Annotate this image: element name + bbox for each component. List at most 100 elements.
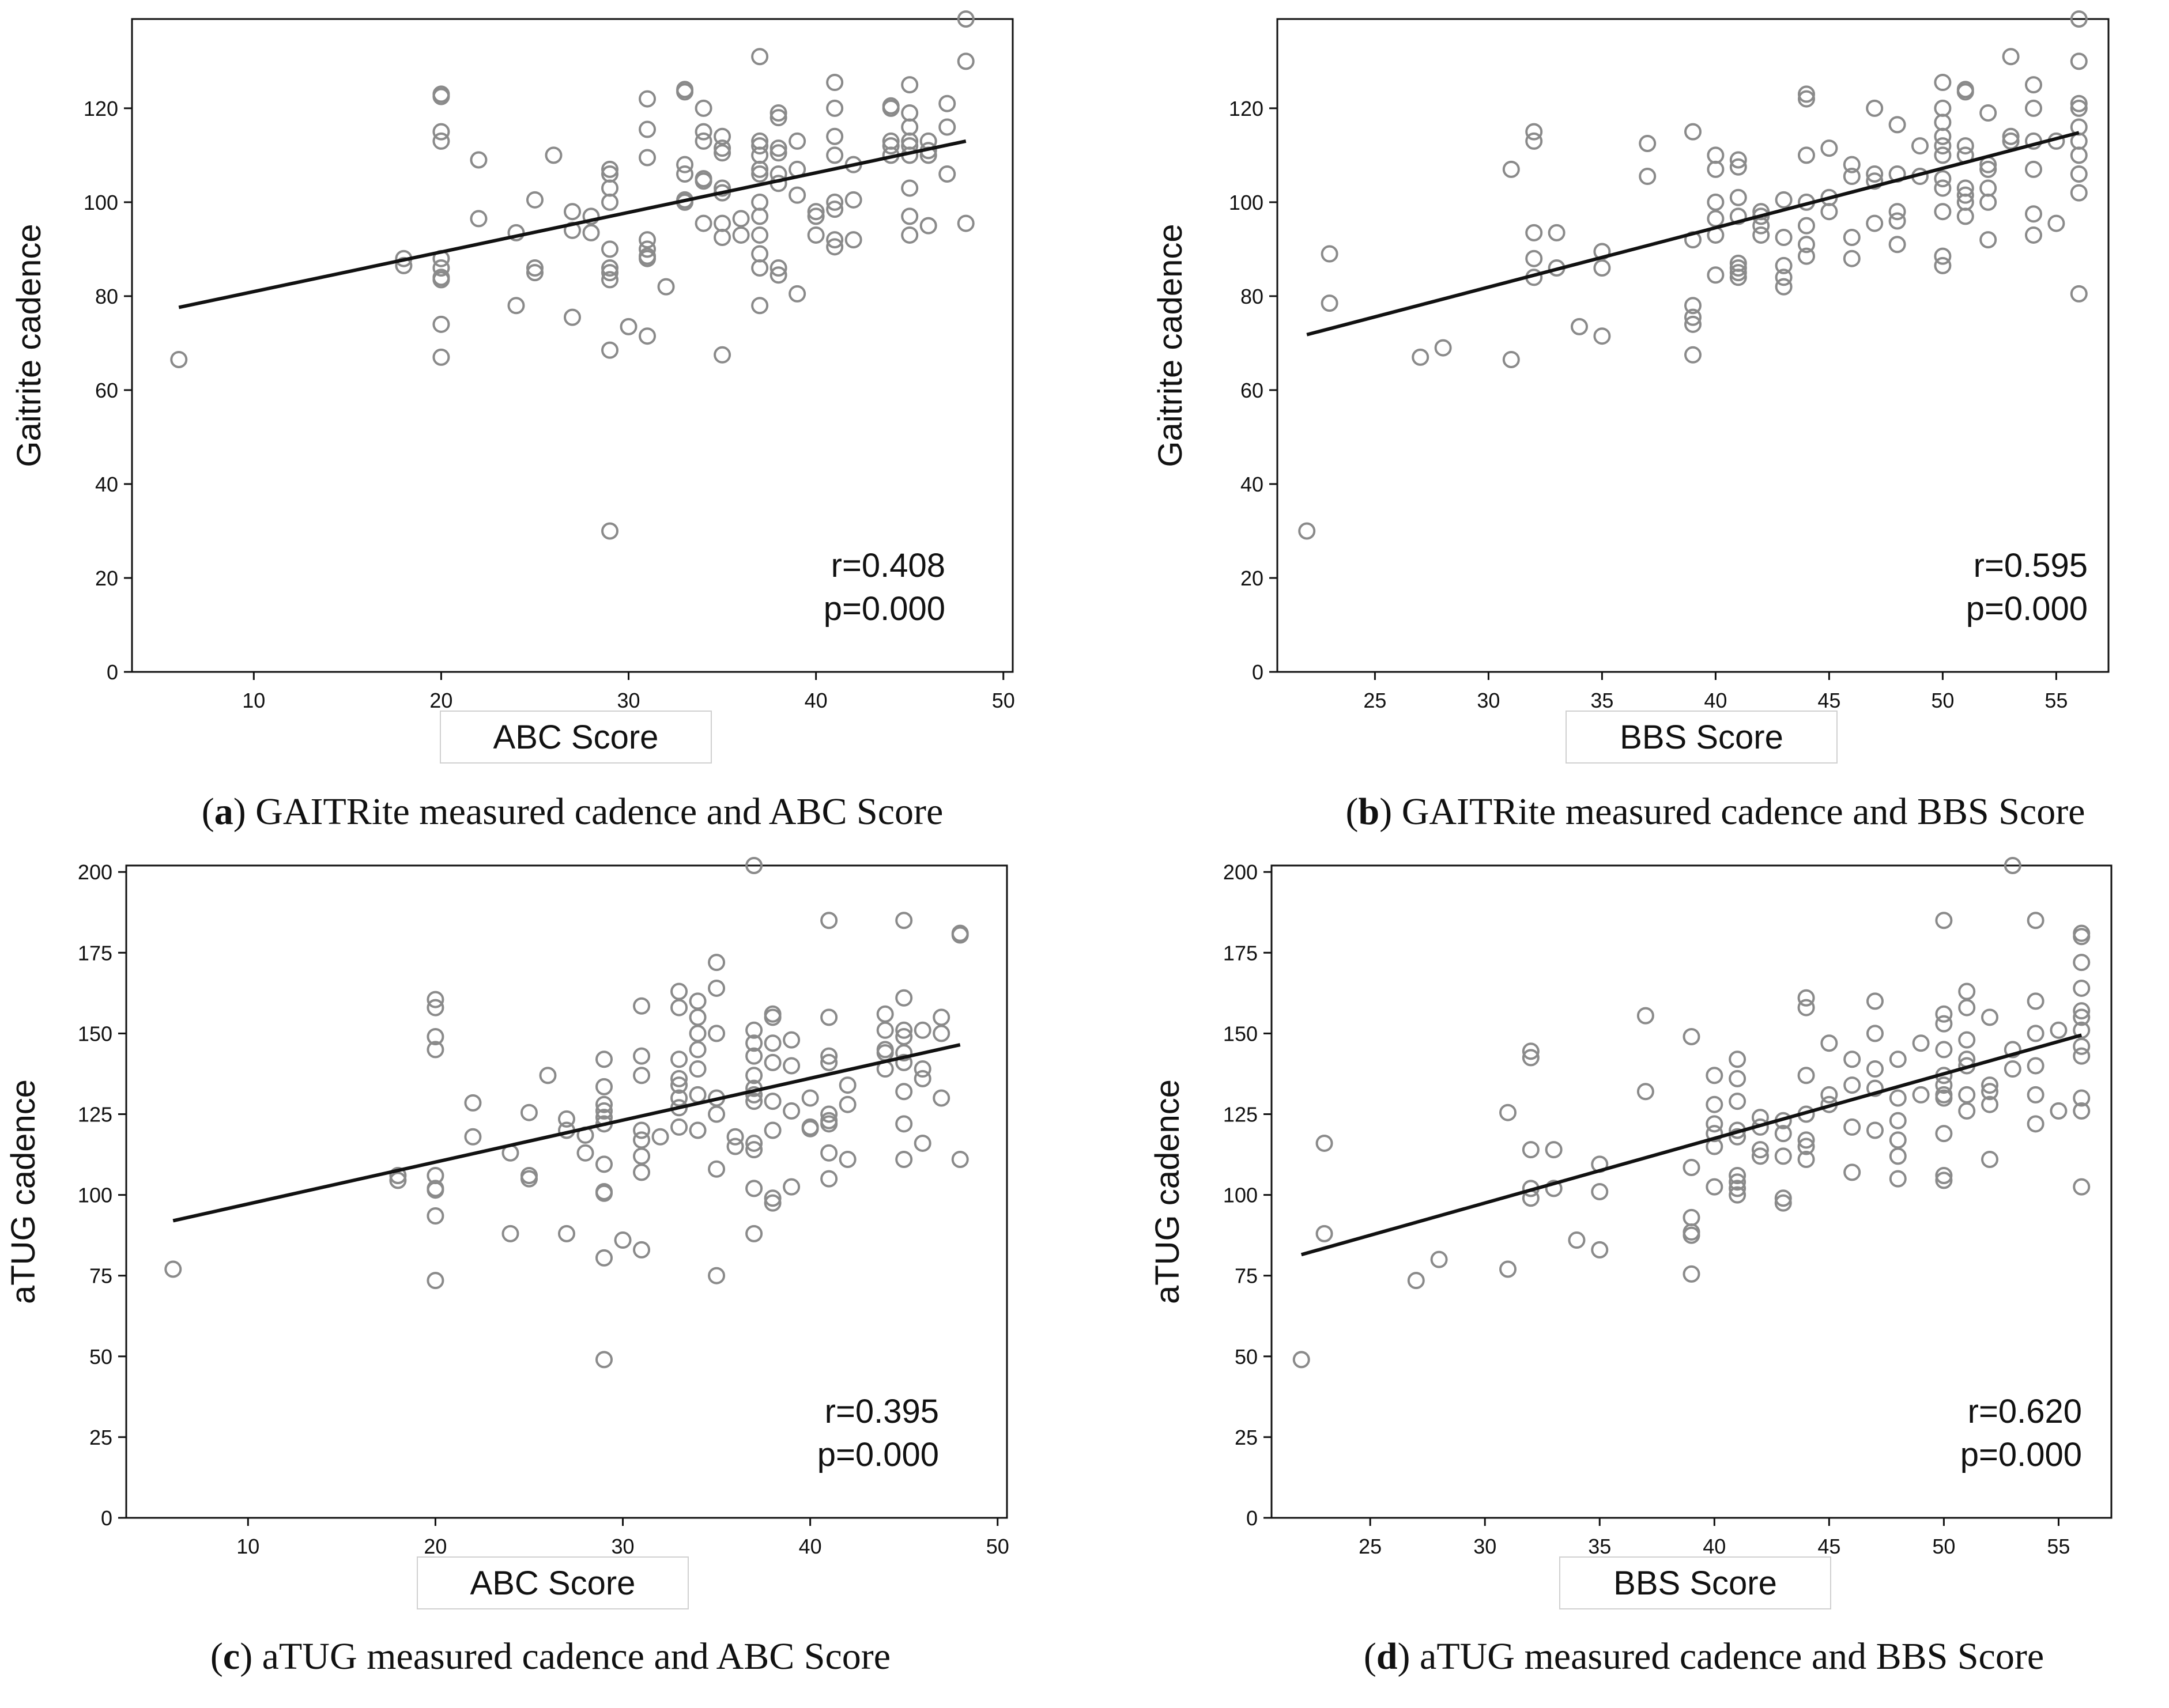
data-point (839, 1076, 857, 1094)
data-point (1774, 1147, 1792, 1165)
regression-line (1306, 131, 2080, 337)
data-point (1934, 137, 1952, 155)
chart-panel-2: 25 30 35 40 45 50 55 0 20 40 60 80 100 120 Gaitrite ca… (1152, 10, 2110, 833)
data-point (432, 123, 450, 141)
data-point (1499, 1260, 1517, 1278)
data-point (745, 1141, 763, 1159)
data-point (914, 1134, 931, 1152)
data-point (427, 1028, 444, 1046)
data-point (764, 1121, 782, 1139)
data-point (1797, 1150, 1815, 1168)
data-point (1958, 1031, 1976, 1049)
data-point (1706, 1115, 1723, 1133)
data-point (1797, 989, 1815, 1007)
data-point (1706, 1178, 1723, 1196)
y-axis-label: aTUG cadence (5, 1079, 42, 1304)
regression-line (172, 1043, 961, 1223)
data-point (1888, 212, 1906, 230)
y-tick-label: 100 (1229, 191, 1263, 214)
x-tick-label: 10 (242, 689, 265, 712)
x-tick-label: 10 (236, 1535, 259, 1558)
data-point (689, 1025, 707, 1042)
data-point (1707, 266, 1725, 284)
data-point (801, 1120, 819, 1138)
data-point (1934, 247, 1952, 265)
p-value: p=0.000 (824, 590, 945, 628)
data-point (751, 297, 769, 315)
data-point (2070, 99, 2088, 117)
data-point (1774, 1194, 1792, 1212)
data-point (576, 1144, 594, 1162)
caption-letter: c (223, 1635, 240, 1677)
x-tick-label: 50 (1931, 689, 1954, 712)
data-point (1729, 269, 1747, 286)
data-point (170, 350, 188, 368)
data-point (1935, 1076, 1953, 1094)
data-point (695, 99, 712, 117)
data-point (614, 1231, 632, 1249)
data-point (432, 348, 450, 366)
data-point (751, 226, 769, 244)
data-point (601, 522, 619, 540)
data-point (601, 160, 619, 178)
data-point (633, 1121, 651, 1139)
data-point (1729, 1166, 1746, 1184)
data-point (1820, 1034, 1838, 1052)
data-point (1889, 1112, 1907, 1129)
data-point (1525, 132, 1543, 150)
data-point (844, 231, 862, 249)
data-point (1774, 1125, 1792, 1143)
data-point (901, 179, 919, 197)
y-tick-label: 0 (101, 1506, 112, 1530)
data-point (1866, 99, 1884, 117)
data-point (595, 1249, 613, 1267)
data-point (1956, 137, 1974, 155)
data-point (1979, 160, 1997, 178)
data-point (1315, 1225, 1333, 1242)
data-point (470, 151, 488, 169)
data-point (882, 137, 900, 155)
data-point (783, 1057, 801, 1075)
data-point (2070, 184, 2088, 202)
data-point (820, 1144, 838, 1162)
data-point (820, 1170, 838, 1188)
data-point (1775, 269, 1793, 286)
data-point (1434, 339, 1452, 357)
data-point (1684, 315, 1702, 333)
data-point (1956, 186, 1974, 204)
data-point (1797, 1131, 1815, 1149)
data-point (507, 297, 525, 315)
data-point (826, 99, 844, 117)
data-point (1956, 207, 1974, 225)
x-tick-label: 50 (1932, 1535, 1955, 1558)
data-point (1797, 1067, 1815, 1084)
data-point (1843, 250, 1861, 267)
data-point (745, 1225, 763, 1242)
y-tick-label: 50 (89, 1345, 112, 1369)
data-point (1888, 236, 1906, 254)
data-point (901, 207, 919, 225)
data-point (2070, 95, 2088, 112)
data-point (639, 250, 657, 267)
data-point (726, 1128, 744, 1146)
data-point (1525, 250, 1543, 267)
caption-paren: ( (1364, 1635, 1376, 1677)
data-point (520, 1170, 538, 1188)
data-point (2073, 1008, 2091, 1026)
data-point (2073, 954, 2091, 972)
data-point (1820, 1086, 1838, 1104)
data-point (844, 191, 862, 209)
data-point (1958, 999, 1976, 1017)
x-axis-label-box (417, 1556, 689, 1609)
data-point (1934, 146, 1952, 164)
data-point (839, 1095, 857, 1113)
data-point (745, 1067, 763, 1084)
data-point (1775, 191, 1793, 209)
x-tick-label: 55 (2047, 1535, 2070, 1558)
data-point (1956, 83, 1974, 101)
data-point (427, 1272, 444, 1290)
data-point (764, 1008, 782, 1026)
y-tick-label: 40 (1240, 473, 1263, 496)
y-tick-label: 0 (107, 660, 118, 684)
data-point (601, 193, 619, 211)
